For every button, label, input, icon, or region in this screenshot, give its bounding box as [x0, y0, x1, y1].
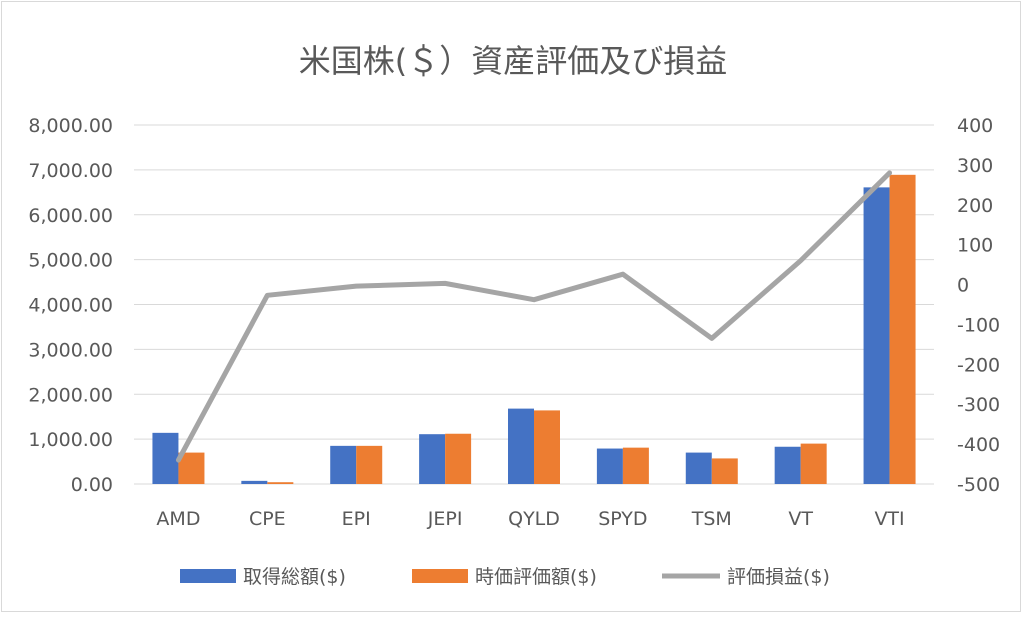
x-category-label: SPYD [598, 508, 647, 530]
bar [801, 444, 827, 484]
y-right-tick-label: -100 [957, 314, 1000, 336]
legend-item: 時価評価額($) [412, 566, 597, 588]
bar [534, 410, 560, 484]
bar [241, 481, 267, 484]
x-category-label: JEPI [427, 508, 463, 530]
y-left-tick-label: 1,000.00 [28, 429, 113, 451]
y-right-tick-label: 0 [957, 275, 969, 297]
y-right-tick-label: -200 [957, 354, 1000, 376]
y-axis-right: -500 -400 -300 -200 -100 0 100 200 300 400 [957, 115, 1000, 496]
y-left-tick-label: 0.00 [71, 474, 113, 496]
bar [152, 433, 178, 484]
y-right-tick-label: 100 [957, 235, 993, 257]
y-left-tick-label: 6,000.00 [28, 205, 113, 227]
x-category-label: VTI [874, 508, 904, 530]
y-left-tick-label: 5,000.00 [28, 250, 113, 272]
y-left-tick-label: 2,000.00 [28, 384, 113, 406]
x-category-label: AMD [156, 508, 200, 530]
y-right-tick-label: -500 [957, 474, 1000, 496]
x-category-label: VT [788, 508, 813, 530]
y-right-tick-label: -400 [957, 434, 1000, 456]
y-right-tick-label: 200 [957, 195, 993, 217]
x-category-label: TSM [691, 508, 732, 530]
bar [508, 409, 534, 484]
bar [890, 175, 916, 484]
legend-item: 評価損益($) [662, 566, 830, 588]
y-right-tick-label: 300 [957, 155, 993, 177]
y-left-tick-label: 7,000.00 [28, 160, 113, 182]
chart-title: 米国株(＄）資産評価及び損益 [299, 42, 728, 80]
y-left-tick-label: 4,000.00 [28, 295, 113, 317]
x-axis: AMD CPE EPI JEPI QYLD SPYD TSM VT VTI [156, 508, 904, 530]
y-left-tick-label: 3,000.00 [28, 339, 113, 361]
y-right-tick-label: -300 [957, 394, 1000, 416]
legend-swatch [412, 569, 468, 583]
bar [775, 447, 801, 484]
bar [864, 187, 890, 484]
legend: 取得総額($) 時価評価額($) 評価損益($) [180, 566, 830, 588]
bar [686, 453, 712, 484]
bar-series-group [152, 175, 915, 484]
x-category-label: CPE [249, 508, 286, 530]
legend-label: 取得総額($) [243, 566, 346, 588]
bar [597, 449, 623, 484]
legend-swatch [180, 569, 236, 583]
bar [445, 434, 471, 484]
y-left-tick-label: 8,000.00 [28, 115, 113, 137]
x-category-label: QYLD [508, 508, 560, 530]
y-axis-left: 0.00 1,000.00 2,000.00 3,000.00 4,000.00 5,00… [28, 115, 113, 496]
x-category-label: EPI [342, 508, 371, 530]
bar [712, 458, 738, 484]
legend-item: 取得総額($) [180, 566, 346, 588]
legend-label: 時価評価額($) [475, 566, 597, 588]
bar [419, 434, 445, 484]
bar [330, 446, 356, 484]
legend-label: 評価損益($) [727, 566, 830, 588]
bar [356, 446, 382, 484]
bar [267, 482, 293, 484]
y-right-tick-label: 400 [957, 115, 993, 137]
bar [623, 448, 649, 484]
